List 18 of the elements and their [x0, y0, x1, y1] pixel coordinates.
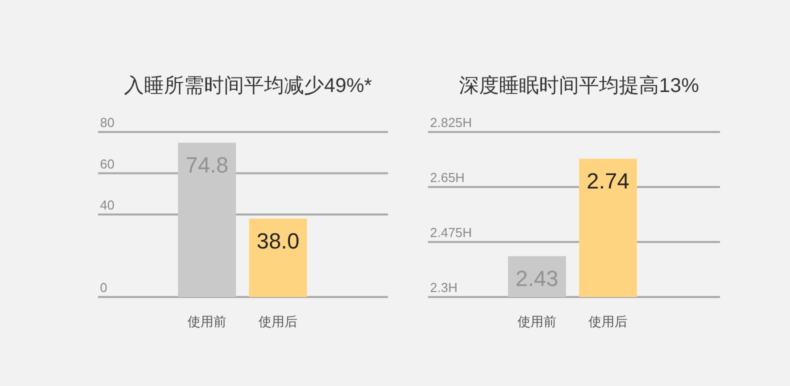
data-label: 38.0: [256, 228, 300, 254]
y-tick-label: 2.3H: [430, 280, 458, 295]
y-tick-label: 40: [100, 198, 114, 212]
data-label: 2.43: [516, 266, 558, 292]
y-tick-label: 2.825H: [430, 115, 472, 130]
y-tick-label: 2.475H: [430, 225, 472, 240]
x-tick-label: 使用后: [588, 314, 628, 329]
chart-title: 深度睡眠时间平均提高13%: [458, 74, 700, 97]
data-label: 74.8: [186, 152, 228, 178]
chart-title: 入睡所需时间平均减少49%*: [124, 75, 372, 97]
y-tick-label: 80: [100, 115, 114, 130]
x-tick-label: 使用前: [518, 314, 556, 329]
data-label: 2.74: [586, 168, 630, 194]
y-tick-label: 2.65H: [430, 170, 465, 185]
y-tick-label: 0: [100, 280, 108, 295]
x-tick-label: 使用后: [258, 314, 298, 329]
y-tick-label: 60: [100, 156, 114, 172]
x-tick-label: 使用前: [188, 314, 226, 329]
